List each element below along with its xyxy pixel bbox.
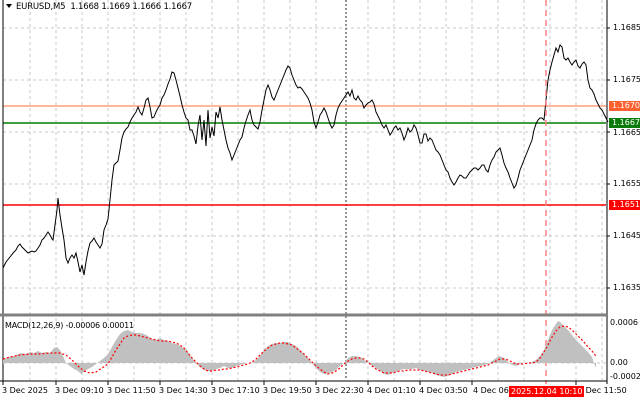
time-label: 3 Dec 14:30 xyxy=(159,386,208,395)
level-tag-red: 1.1651 xyxy=(609,200,640,210)
time-label: 4 Dec 06:30 xyxy=(473,386,522,395)
collapse-triangle-icon[interactable] xyxy=(6,4,12,8)
price-label: 1.1655 xyxy=(613,179,640,188)
time-label: 3 Dec 17:10 xyxy=(211,386,260,395)
price-label: 1.1645 xyxy=(613,231,640,240)
time-label: 3 Dec 11:50 xyxy=(107,386,156,395)
macd-title: MACD(12,26,9) -0.00006 0.00011 xyxy=(5,321,134,330)
level-tag-green: 1.1667 xyxy=(609,118,640,128)
time-label: 4 Dec 03:50 xyxy=(419,386,468,395)
price-label: 1.1665 xyxy=(613,128,640,137)
macd-axis-label: 0.00 xyxy=(610,358,628,367)
time-label: 3 Dec 09:10 xyxy=(55,386,104,395)
price-line xyxy=(2,44,609,276)
macd-histogram xyxy=(3,321,596,377)
time-label: 4 Dec 11:50 xyxy=(578,386,627,395)
time-label: 3 Dec 19:50 xyxy=(263,386,312,395)
macd-axis-label: 0.0006 xyxy=(610,318,638,327)
macd-signal-line xyxy=(2,325,597,376)
chart-title: EURUSD,M5 1.1668 1.1669 1.1666 1.1667 xyxy=(6,2,192,12)
time-label: 4 Dec 01:10 xyxy=(367,386,416,395)
ohlc-values: 1.1668 1.1669 1.1666 1.1667 xyxy=(70,2,193,12)
price-label: 1.1685 xyxy=(613,23,640,32)
macd-axis-label: -0.00026 xyxy=(610,372,640,381)
time-label: 3 Dec 2025 xyxy=(2,386,49,395)
axis-ticks xyxy=(2,27,610,385)
level-tag-orange: 1.1670 xyxy=(609,101,640,111)
grid xyxy=(3,0,606,314)
price-label: 1.1675 xyxy=(613,75,640,84)
time-label: 3 Dec 22:30 xyxy=(315,386,364,395)
cursor-time-tag: 2025.12.04 10:10 xyxy=(509,386,585,397)
symbol-timeframe: EURUSD,M5 xyxy=(16,2,66,12)
price-label: 1.1635 xyxy=(613,283,640,292)
